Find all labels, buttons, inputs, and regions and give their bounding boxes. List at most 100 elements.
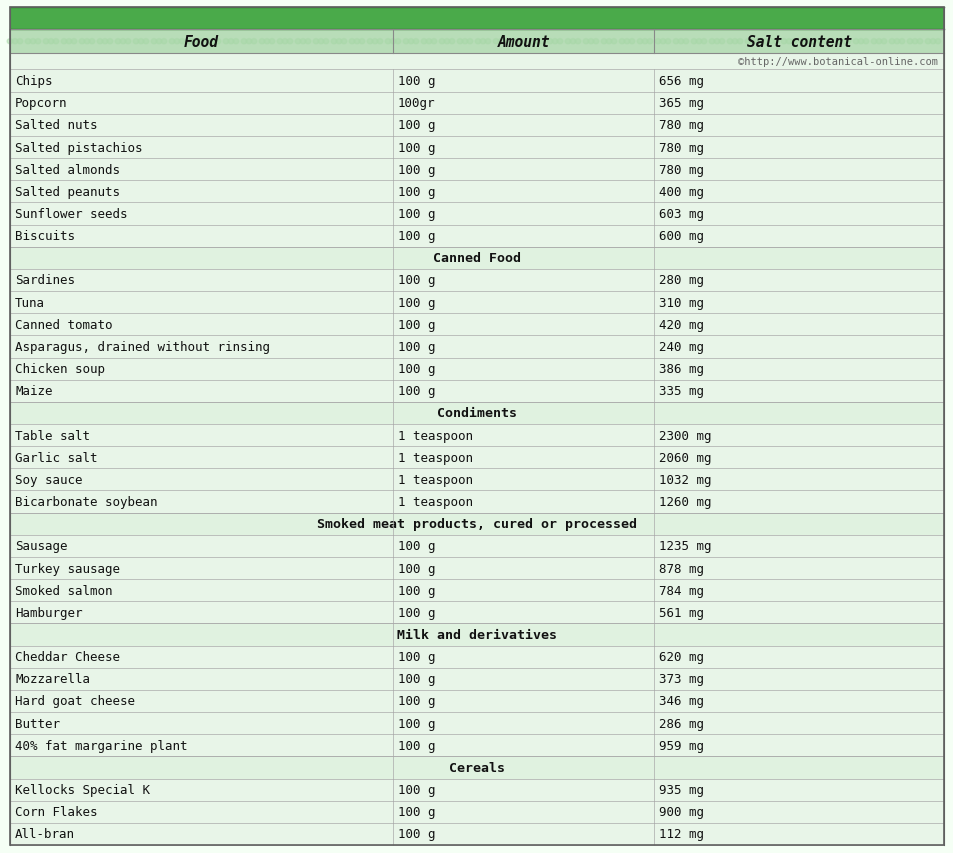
Text: 900 mg: 900 mg xyxy=(659,805,703,818)
Circle shape xyxy=(25,39,30,44)
Circle shape xyxy=(385,39,391,44)
Circle shape xyxy=(161,39,167,44)
Circle shape xyxy=(438,39,444,44)
Text: 1032 mg: 1032 mg xyxy=(659,473,711,486)
Text: Hard goat cheese: Hard goat cheese xyxy=(15,694,135,708)
Text: Salted peanuts: Salted peanuts xyxy=(15,186,120,199)
Circle shape xyxy=(803,39,809,44)
Text: 100 g: 100 g xyxy=(397,75,435,88)
Circle shape xyxy=(628,39,634,44)
Text: Mozzarella: Mozzarella xyxy=(15,672,90,686)
Text: Sardines: Sardines xyxy=(15,274,75,287)
Circle shape xyxy=(120,39,126,44)
Text: 603 mg: 603 mg xyxy=(659,208,703,221)
Circle shape xyxy=(43,39,49,44)
Text: 373 mg: 373 mg xyxy=(659,672,703,686)
Circle shape xyxy=(708,39,714,44)
Circle shape xyxy=(587,39,593,44)
Circle shape xyxy=(929,39,935,44)
Circle shape xyxy=(294,39,300,44)
Bar xyxy=(10,30,943,55)
Circle shape xyxy=(493,39,498,44)
Bar xyxy=(10,270,943,292)
Circle shape xyxy=(444,39,450,44)
Circle shape xyxy=(66,39,71,44)
Circle shape xyxy=(611,39,617,44)
Circle shape xyxy=(187,39,193,44)
Circle shape xyxy=(520,39,526,44)
Circle shape xyxy=(317,39,323,44)
Text: Hamburger: Hamburger xyxy=(15,606,82,619)
Circle shape xyxy=(420,39,426,44)
Circle shape xyxy=(516,39,521,44)
Bar xyxy=(10,801,943,823)
Bar xyxy=(10,358,943,380)
Circle shape xyxy=(844,39,850,44)
Circle shape xyxy=(246,39,252,44)
Text: Smoked salmon: Smoked salmon xyxy=(15,584,112,597)
Bar xyxy=(10,203,943,225)
Text: Turkey sausage: Turkey sausage xyxy=(15,562,120,575)
Circle shape xyxy=(762,39,768,44)
Circle shape xyxy=(179,39,185,44)
Bar xyxy=(10,490,943,513)
Circle shape xyxy=(367,39,373,44)
Text: 100 g: 100 g xyxy=(397,385,435,397)
Text: Butter: Butter xyxy=(15,717,60,730)
Circle shape xyxy=(156,39,162,44)
Circle shape xyxy=(659,39,665,44)
Text: 1 teaspoon: 1 teaspoon xyxy=(397,473,473,486)
Text: 935 mg: 935 mg xyxy=(659,783,703,796)
Bar xyxy=(10,159,943,181)
Text: Cereals: Cereals xyxy=(449,761,504,774)
Bar xyxy=(10,535,943,557)
Circle shape xyxy=(582,39,588,44)
Circle shape xyxy=(893,39,899,44)
Circle shape xyxy=(282,39,288,44)
Text: 100 g: 100 g xyxy=(397,296,435,310)
Circle shape xyxy=(785,39,791,44)
Bar xyxy=(10,579,943,601)
Circle shape xyxy=(30,39,36,44)
Circle shape xyxy=(358,39,364,44)
Circle shape xyxy=(287,39,293,44)
Text: 878 mg: 878 mg xyxy=(659,562,703,575)
Text: 561 mg: 561 mg xyxy=(659,606,703,619)
Bar xyxy=(10,8,943,30)
Circle shape xyxy=(376,39,382,44)
Text: Condiments: Condiments xyxy=(436,407,517,420)
Text: Corn Flakes: Corn Flakes xyxy=(15,805,97,818)
Text: Chicken soup: Chicken soup xyxy=(15,363,105,375)
Text: 100 g: 100 g xyxy=(397,694,435,708)
Bar xyxy=(10,646,943,668)
Text: 2300 mg: 2300 mg xyxy=(659,429,711,442)
Circle shape xyxy=(151,39,156,44)
Circle shape xyxy=(834,39,840,44)
Text: 656 mg: 656 mg xyxy=(659,75,703,88)
Text: 1 teaspoon: 1 teaspoon xyxy=(397,496,473,508)
Bar xyxy=(10,757,943,779)
Circle shape xyxy=(53,39,59,44)
Circle shape xyxy=(875,39,881,44)
Circle shape xyxy=(125,39,131,44)
Text: 346 mg: 346 mg xyxy=(659,694,703,708)
Circle shape xyxy=(678,39,683,44)
Circle shape xyxy=(673,39,679,44)
Circle shape xyxy=(618,39,624,44)
Text: 286 mg: 286 mg xyxy=(659,717,703,730)
Text: All-bran: All-bran xyxy=(15,827,75,840)
Bar xyxy=(10,92,943,114)
Circle shape xyxy=(906,39,912,44)
Bar xyxy=(10,513,943,535)
Text: 100 g: 100 g xyxy=(397,717,435,730)
Circle shape xyxy=(719,39,724,44)
Text: 1235 mg: 1235 mg xyxy=(659,540,711,553)
Circle shape xyxy=(403,39,409,44)
Circle shape xyxy=(479,39,485,44)
Text: 100 g: 100 g xyxy=(397,739,435,751)
Bar xyxy=(10,114,943,136)
Bar xyxy=(10,779,943,801)
Circle shape xyxy=(169,39,174,44)
Text: 100 g: 100 g xyxy=(397,584,435,597)
Circle shape xyxy=(911,39,917,44)
